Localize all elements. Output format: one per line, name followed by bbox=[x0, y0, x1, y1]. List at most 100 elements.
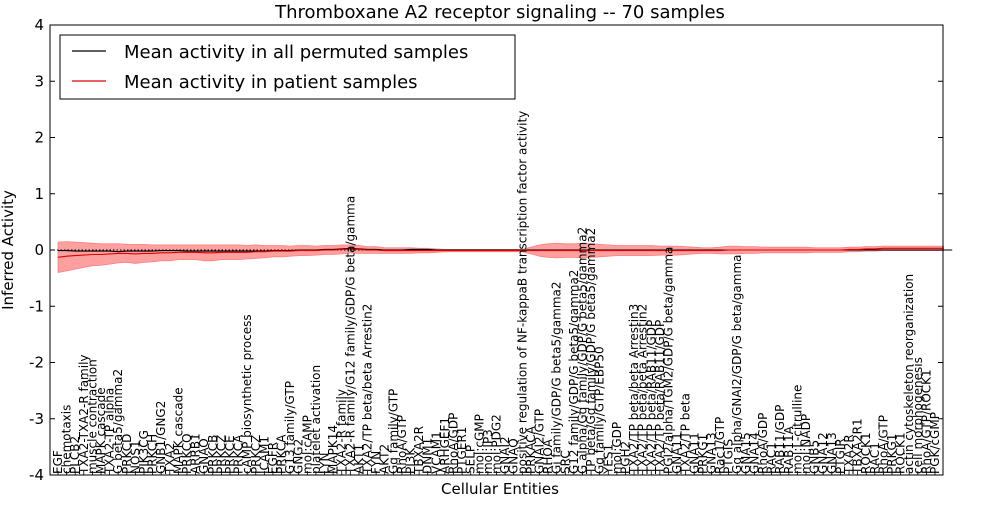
category-label: RhoA/GDP bbox=[447, 413, 461, 474]
category-label: G12 family/GDP/G beta5/gamma2 bbox=[567, 270, 581, 474]
category-label: GNA13 bbox=[705, 432, 719, 474]
category-label: GNAQ bbox=[507, 438, 521, 474]
category-label: FYN bbox=[369, 451, 383, 474]
category-label: GNA11 bbox=[670, 432, 684, 474]
category-label: VCAM1 bbox=[429, 431, 443, 474]
legend-label-permuted: Mean activity in all permuted samples bbox=[124, 42, 468, 63]
x-axis-label: Cellular Entities bbox=[441, 480, 559, 498]
category-label: Gi family/GDP/G beta5/gamma2 bbox=[550, 281, 564, 474]
plot-layer bbox=[50, 241, 953, 273]
category-label: ICAM1 bbox=[257, 436, 271, 474]
legend-frame bbox=[59, 34, 516, 100]
category-label: PRKCZ bbox=[249, 435, 263, 474]
category-label: mol:L-citrulline bbox=[790, 385, 804, 474]
category-label: SRC bbox=[558, 450, 572, 474]
category-label: PI3K bbox=[404, 447, 418, 474]
category-label: G13 family/GTP bbox=[283, 381, 297, 474]
category-label: MAPK14 bbox=[326, 425, 340, 474]
category-label: PRKCE bbox=[223, 435, 237, 474]
category-label: TXA2/TP beta/beta Arrestin3 bbox=[627, 304, 641, 475]
category-label: LYN bbox=[318, 453, 332, 474]
category-label: NOS1 bbox=[128, 440, 142, 474]
category-label: TXA2R bbox=[842, 434, 856, 475]
category-label: PGK/cGMP bbox=[928, 412, 942, 474]
category-label: PRKCH bbox=[146, 434, 160, 474]
category-label: mol:PDG2 bbox=[490, 414, 504, 474]
category-label: PGI2/alpha/TGM2/GDP/G beta/gamma bbox=[662, 247, 676, 474]
axes-layer: -4 -3 -2 -1 0 1 2 3 4 EGFchemotaxisPLCB2TXA2-TXA2… bbox=[29, 16, 944, 484]
patient-band bbox=[57, 241, 944, 273]
category-label: mol:cGMP bbox=[472, 414, 486, 474]
category-label: TBXA2R bbox=[412, 426, 426, 475]
category-label: TBXA2R1 bbox=[851, 418, 865, 475]
category-label: PRKG1 bbox=[696, 434, 710, 474]
category-label: GNB5 bbox=[808, 440, 822, 474]
category-label: mol:GDP bbox=[610, 422, 624, 474]
category-label: chemotaxis bbox=[60, 405, 74, 474]
y-tick-label: 0 bbox=[34, 241, 44, 259]
category-label: TXA2-TP alpha bbox=[103, 388, 117, 475]
category-label: TXA2/TP beta/RAB11/GDP bbox=[644, 320, 658, 475]
category-label: positive regulation of NF-kappaB transcr… bbox=[515, 111, 529, 474]
category-label: platelet activation bbox=[309, 365, 323, 474]
category-label: RHOA bbox=[541, 438, 555, 474]
category-label: cAMP biosynthetic process bbox=[240, 314, 254, 474]
category-label: PRKACA bbox=[524, 425, 538, 474]
category-label: TXA2-TXA2-R family bbox=[77, 354, 91, 475]
legend: Mean activity in all permuted samples Me… bbox=[59, 34, 516, 100]
category-label: mol:IP3 bbox=[481, 429, 495, 474]
category-label: Gq family/GTP/EBP50 bbox=[593, 346, 607, 474]
category-label: GNA15 bbox=[739, 432, 753, 474]
category-label: TXA2/TP beta/RAB11/GDP bbox=[653, 320, 667, 475]
category-label: SELP bbox=[464, 445, 478, 474]
category-label: actin cytoskeleton reorganization bbox=[902, 274, 916, 474]
category-label: PIK3CG bbox=[137, 430, 151, 474]
category-label: mol:cAMP bbox=[300, 415, 314, 474]
category-label: PRKCZ bbox=[214, 435, 228, 474]
category-label: EGFR bbox=[266, 442, 280, 474]
category-label: Rac1/GTP bbox=[713, 417, 727, 474]
category-label: ROCK1 bbox=[894, 432, 908, 474]
category-label: Gq family/GTP bbox=[386, 389, 400, 474]
category-label: RAC1 bbox=[765, 442, 779, 474]
category-label: PRKG1 bbox=[885, 434, 899, 474]
category-label: RAB11/GDP bbox=[773, 405, 787, 474]
y-tick-label: -2 bbox=[29, 354, 44, 372]
category-label: GNAI2 bbox=[498, 436, 512, 474]
category-label: GNAO bbox=[197, 438, 211, 474]
category-label: PGH2 bbox=[619, 441, 633, 474]
legend-label-patient: Mean activity in patient samples bbox=[124, 72, 418, 93]
y-tick-label: -1 bbox=[29, 297, 44, 315]
y-tick-label: 2 bbox=[34, 129, 44, 147]
category-label: GNB1/GNG2 bbox=[154, 401, 168, 474]
category-label: GNA13 bbox=[825, 432, 839, 474]
category-label: DNM1 bbox=[421, 438, 435, 474]
y-tick-label: 4 bbox=[34, 16, 44, 34]
category-label: PTGER1 bbox=[455, 427, 469, 474]
category-label: RhoA/GTP bbox=[876, 415, 890, 474]
category-label: EGF bbox=[51, 450, 65, 474]
category-label: PRKCA bbox=[275, 434, 289, 474]
category-label: AKT2 bbox=[378, 444, 392, 474]
category-label: TXA2/TP beta/beta Arrestin2 bbox=[361, 304, 375, 475]
category-label: TXA2-R family bbox=[335, 389, 349, 475]
category-label: TXA2/TP beta bbox=[679, 393, 693, 475]
y-tick-label: 3 bbox=[34, 72, 44, 90]
category-label: RhoA/GDP bbox=[756, 413, 770, 474]
category-label: GNA14 bbox=[747, 432, 761, 474]
category-label: YES1 bbox=[601, 444, 615, 475]
category-label: MAPK cascade bbox=[171, 387, 185, 474]
y-tick-label: 1 bbox=[34, 185, 44, 203]
category-label: G beta5/gamma2 bbox=[111, 369, 125, 474]
category-label: G alpha/Gq family/GDP/G beta5/gamma2 bbox=[576, 227, 590, 474]
category-label: PTGIR bbox=[833, 438, 847, 474]
category-label: TXA2/TP beta/beta Arrestin2 bbox=[636, 304, 650, 475]
category-label: TXA2 bbox=[163, 443, 177, 475]
category-label: TP beta/Gq family/GDP/G beta5/gamma2 bbox=[584, 228, 598, 475]
category-label: cell morphogenesis bbox=[911, 357, 925, 474]
category-label: GNA11 bbox=[687, 432, 701, 474]
category-label: GNA12 bbox=[816, 432, 830, 474]
category-label: Gq alpha/GNAI2/GDP/G beta/gamma bbox=[730, 254, 744, 473]
